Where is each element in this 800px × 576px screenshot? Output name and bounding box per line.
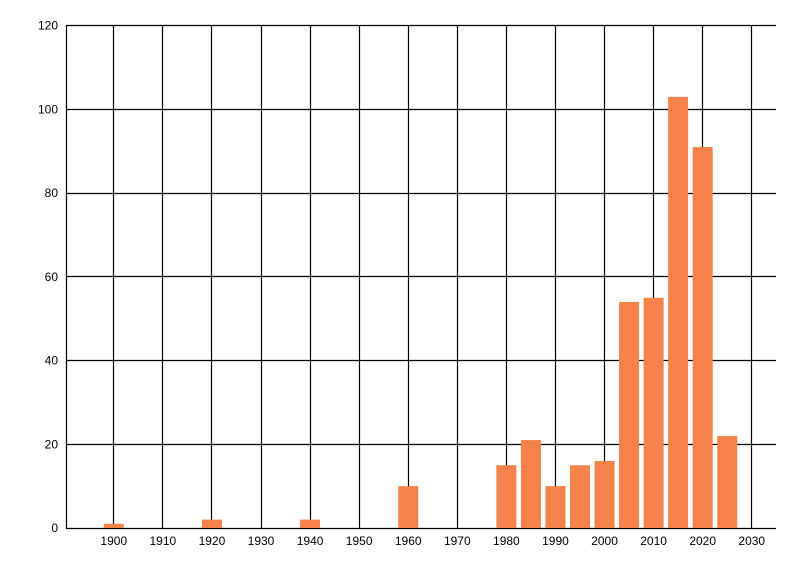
svg-text:60: 60 — [45, 270, 59, 284]
svg-text:1920: 1920 — [199, 534, 226, 548]
svg-text:0: 0 — [51, 521, 58, 535]
svg-text:100: 100 — [38, 102, 58, 116]
svg-text:1970: 1970 — [444, 534, 471, 548]
svg-text:1960: 1960 — [395, 534, 422, 548]
svg-text:1990: 1990 — [542, 534, 569, 548]
svg-text:20: 20 — [45, 437, 59, 451]
svg-text:80: 80 — [45, 186, 59, 200]
svg-text:1950: 1950 — [346, 534, 373, 548]
svg-text:2020: 2020 — [689, 534, 716, 548]
svg-text:1940: 1940 — [297, 534, 324, 548]
svg-text:1930: 1930 — [248, 534, 275, 548]
svg-text:1980: 1980 — [493, 534, 520, 548]
svg-text:2010: 2010 — [640, 534, 667, 548]
svg-text:2000: 2000 — [591, 534, 618, 548]
svg-text:1910: 1910 — [149, 534, 176, 548]
svg-text:2030: 2030 — [738, 534, 765, 548]
svg-text:120: 120 — [38, 19, 58, 33]
svg-text:40: 40 — [45, 354, 59, 368]
svg-text:1900: 1900 — [100, 534, 127, 548]
